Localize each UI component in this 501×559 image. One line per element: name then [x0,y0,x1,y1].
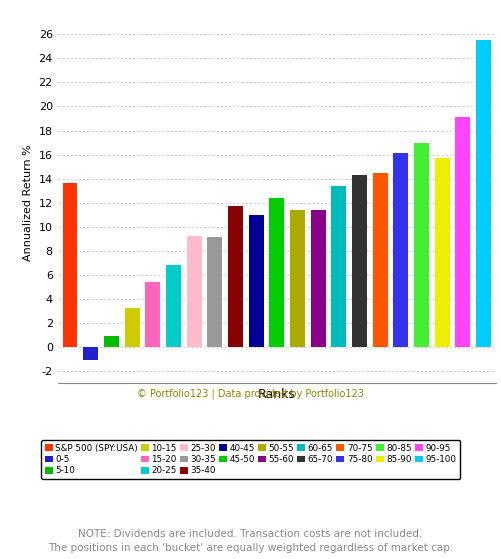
Bar [435,158,450,347]
Bar [393,153,408,347]
Bar [248,215,264,347]
Bar [63,183,78,347]
Text: NOTE: Dividends are included. Transaction costs are not included.
The positions : NOTE: Dividends are included. Transactio… [48,529,453,553]
Legend: S&P 500 (SPY:USA), 0-5, 5-10, 10-15, 15-20, 20-25, 25-30, 30-35, 35-40, 40-45, 4: S&P 500 (SPY:USA), 0-5, 5-10, 10-15, 15-… [41,440,460,479]
Y-axis label: Annualized Return %: Annualized Return % [23,144,33,261]
Bar [270,198,284,347]
X-axis label: Ranks: Ranks [258,389,296,401]
Bar [104,336,119,347]
Bar [455,117,470,347]
Bar [83,347,98,360]
Bar [187,236,201,347]
Bar [414,143,429,347]
Bar [352,175,367,347]
Bar [207,237,222,347]
Bar [166,265,181,347]
Text: © Portfolio123 | Data provided by Portfolio123: © Portfolio123 | Data provided by Portfo… [137,389,364,399]
Bar [125,309,139,347]
Bar [331,186,346,347]
Bar [373,173,388,347]
Bar [145,282,160,347]
Bar [476,40,491,347]
Bar [311,210,326,347]
Bar [228,206,243,347]
Bar [290,210,305,347]
